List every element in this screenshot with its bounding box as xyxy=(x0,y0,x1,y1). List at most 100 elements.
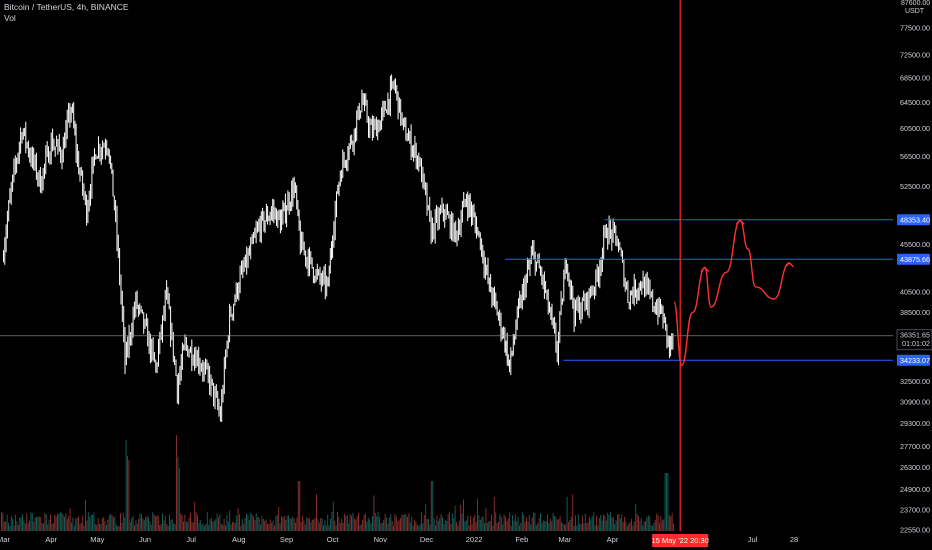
price-tick-label: 60500.00 xyxy=(900,124,930,133)
volume-bar xyxy=(246,513,247,531)
volume-bar xyxy=(509,512,511,531)
volume-bar xyxy=(323,525,324,531)
volume-bar xyxy=(241,518,243,531)
volume-bar xyxy=(625,521,627,531)
volume-bar xyxy=(663,519,665,531)
volume-bar xyxy=(58,513,60,531)
volume-bar xyxy=(10,516,12,531)
volume-bar xyxy=(87,512,89,531)
volume-bar xyxy=(313,519,315,531)
volume-bar xyxy=(575,515,576,531)
volume-bar xyxy=(617,514,618,531)
volume-bar xyxy=(17,524,19,531)
volume-bar xyxy=(646,517,648,531)
volume-bar xyxy=(202,523,204,531)
volume-bar xyxy=(195,512,197,531)
price-tick-label: 68500.00 xyxy=(900,74,930,83)
volume-bar xyxy=(391,520,393,531)
volume-bar xyxy=(331,512,333,531)
projection-path[interactable] xyxy=(673,219,794,367)
volume-bar xyxy=(219,514,221,531)
volume-bar xyxy=(667,473,669,531)
projection-arrowhead xyxy=(735,219,745,225)
volume-bar xyxy=(584,513,586,531)
price-tick-label: 24900.00 xyxy=(900,485,930,494)
volume-bar xyxy=(408,513,410,531)
price-tick-label: 56500.00 xyxy=(900,152,930,161)
volume-bar xyxy=(656,513,658,531)
volume-bar xyxy=(600,515,602,531)
time-tick-label: Apr xyxy=(45,535,57,544)
volume-bar xyxy=(73,525,75,531)
level-price-tag[interactable] xyxy=(897,354,930,366)
current-price-tag[interactable] xyxy=(896,329,932,351)
volume-bar xyxy=(66,518,68,531)
volume-bar xyxy=(183,521,184,531)
volume-bar xyxy=(335,524,337,531)
volume-bar xyxy=(27,522,29,531)
volume-bar xyxy=(19,517,21,531)
volume-bar xyxy=(181,515,183,531)
date-marker-tag[interactable] xyxy=(652,534,709,547)
volume-bar xyxy=(645,521,646,531)
volume-bar xyxy=(264,520,266,531)
volume-bar xyxy=(72,517,74,531)
volume-bar xyxy=(450,523,452,531)
volume-bar xyxy=(538,518,540,531)
volume-bar xyxy=(561,522,562,531)
volume-bar xyxy=(164,515,166,531)
volume-bar xyxy=(377,512,379,531)
symbol-title[interactable]: Bitcoin / TetherUS, 4h, BINANCE xyxy=(4,2,129,12)
time-tick-label: 28 xyxy=(790,535,798,544)
horizontal-levels[interactable] xyxy=(0,219,893,361)
volume-bar xyxy=(414,520,415,531)
volume-bar xyxy=(247,515,249,531)
volume-bar xyxy=(13,525,15,531)
volume-bar xyxy=(236,515,238,531)
volume-bar xyxy=(92,515,93,531)
volume-bar xyxy=(171,519,173,531)
volume-indicator-label[interactable]: Vol xyxy=(4,13,16,23)
volume-bar xyxy=(150,524,152,531)
projection-curve[interactable] xyxy=(673,219,790,367)
level-price-tag[interactable] xyxy=(897,253,930,265)
volume-bar xyxy=(436,515,438,531)
volume-bar xyxy=(143,519,145,531)
volume-bar xyxy=(131,518,133,531)
projection-arrowhead xyxy=(784,261,794,268)
volume-bar xyxy=(421,512,422,531)
volume-bar xyxy=(325,525,327,531)
volume-bar xyxy=(359,525,361,531)
volume-bar xyxy=(253,516,254,531)
volume-bar xyxy=(582,515,583,531)
price-axis-top-tick: 87600.00 xyxy=(901,0,930,7)
volume-bar xyxy=(328,525,330,531)
level-price-tag[interactable] xyxy=(897,214,930,226)
volume-bar xyxy=(178,467,180,531)
volume-bar xyxy=(526,517,527,531)
volume-bar xyxy=(615,520,617,531)
volume-bar xyxy=(47,524,49,531)
time-axis[interactable]: Mar Apr May Jun Jul Aug Sep Oct Nov Dec 2022 Feb Mar… xyxy=(0,534,798,547)
volume-bar xyxy=(610,512,611,531)
price-tick-label: 29300.00 xyxy=(900,419,930,428)
volume-bar xyxy=(579,523,581,531)
volume-bar xyxy=(653,523,655,531)
volume-bar xyxy=(20,517,22,531)
volume-bar xyxy=(174,524,176,531)
volume-bar xyxy=(90,514,92,531)
volume-bar xyxy=(464,521,466,531)
volume-bar xyxy=(654,519,656,531)
volume-bar xyxy=(321,518,323,531)
volume-bar xyxy=(33,521,35,531)
volume-bar xyxy=(554,516,555,531)
volume-bar xyxy=(297,481,299,531)
volume-bar xyxy=(76,517,78,531)
volume-bar xyxy=(318,522,320,531)
volume-bar xyxy=(307,517,309,531)
volume-bar xyxy=(206,512,208,531)
volume-bar xyxy=(289,518,291,531)
time-tick-label: 2022 xyxy=(466,535,483,544)
